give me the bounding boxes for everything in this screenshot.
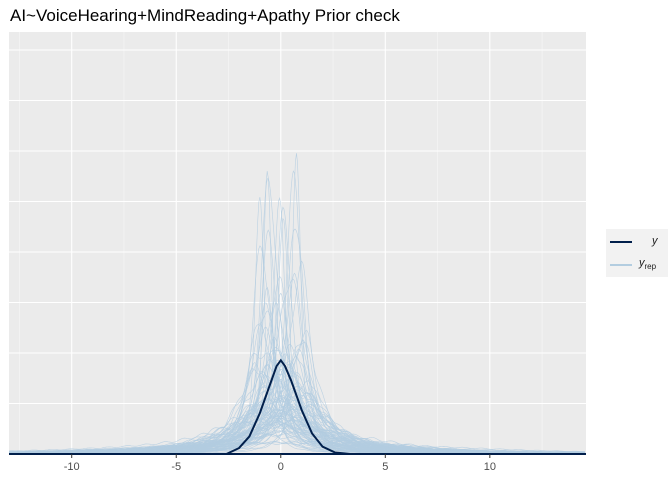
- minor-gridlines: [19, 32, 543, 454]
- yrep-line: [8, 433, 585, 453]
- yrep-line: [9, 423, 585, 453]
- observed-density-line: [9, 358, 586, 455]
- x-axis: -10 -5 0 5 10: [64, 454, 496, 473]
- legend: y yrep: [606, 229, 668, 277]
- legend-label-yrep: yrep: [639, 257, 657, 272]
- yrep-line: [8, 441, 586, 453]
- x-tick-label: 5: [382, 461, 388, 473]
- legend-label-y: y: [652, 235, 658, 247]
- legend-key-yrep: [610, 264, 632, 266]
- x-tick-label: -10: [64, 461, 80, 473]
- yrep-density-lines: [8, 153, 586, 455]
- plot-panel: [9, 32, 586, 455]
- yrep-line: [8, 406, 585, 454]
- legend-key-y: [610, 241, 632, 243]
- chart-title: AI~VoiceHearing+MindReading+Apathy Prior…: [10, 6, 400, 25]
- yrep-line: [9, 380, 585, 454]
- x-tick-label: 0: [278, 461, 284, 473]
- x-tick-label: 10: [484, 461, 496, 473]
- yrep-line: [8, 415, 585, 453]
- x-tick-label: -5: [171, 461, 181, 473]
